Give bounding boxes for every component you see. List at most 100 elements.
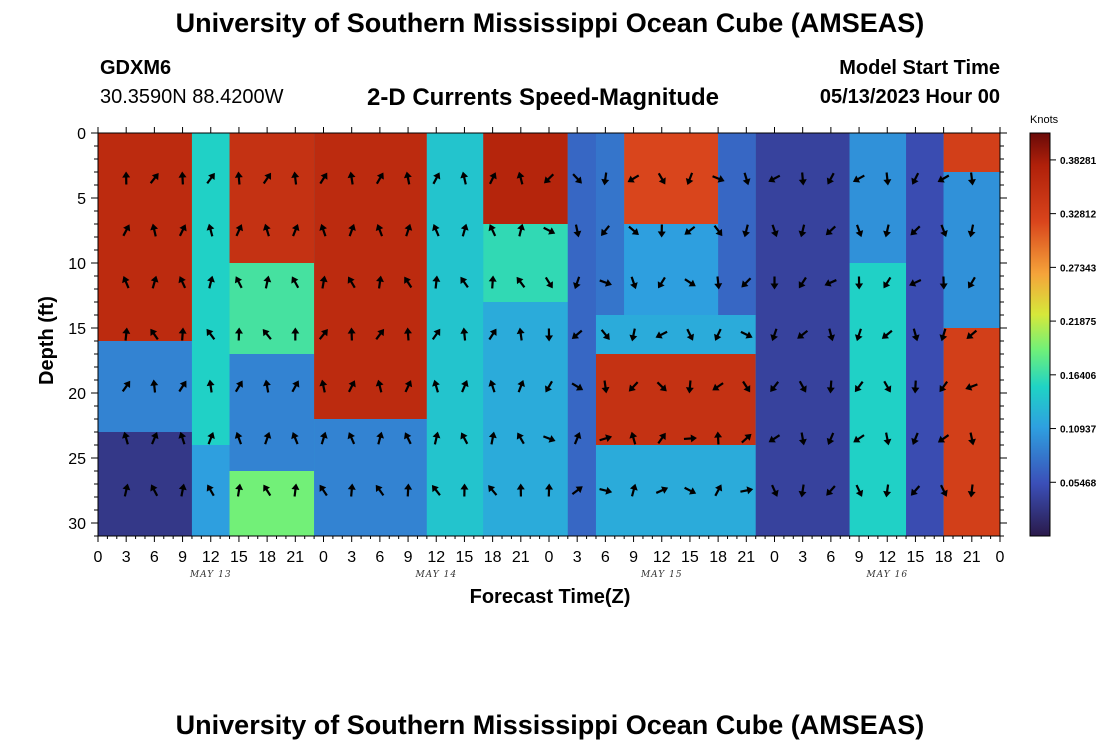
current-arrow: [234, 431, 243, 445]
current-arrow: [460, 276, 469, 289]
current-arrow: [573, 432, 582, 445]
current-arrow: [291, 432, 299, 445]
current-arrow: [655, 486, 669, 494]
current-arrow: [488, 275, 497, 289]
heatmap-cell: [849, 133, 907, 263]
current-arrow: [376, 275, 384, 289]
current-arrow: [404, 483, 413, 497]
current-arrow: [319, 275, 328, 289]
current-arrow: [517, 223, 525, 237]
current-arrow: [178, 431, 187, 445]
station-coords: 30.3590N 88.4200W: [100, 86, 284, 108]
date-label: MAY 15: [640, 570, 683, 580]
current-arrow: [234, 276, 243, 289]
current-arrow: [488, 224, 497, 237]
current-arrow: [319, 223, 327, 237]
current-arrow: [263, 379, 271, 393]
current-arrow: [601, 380, 610, 394]
current-arrow: [712, 382, 724, 391]
date-label: MAY 14: [415, 570, 458, 580]
heatmap-cell: [98, 341, 192, 432]
x-tick-label: 21: [737, 549, 755, 566]
current-arrow: [686, 328, 694, 341]
x-tick-label: 3: [573, 549, 582, 566]
current-arrow: [291, 276, 300, 289]
current-arrow: [573, 224, 582, 238]
current-arrow: [516, 276, 526, 288]
current-arrow: [883, 432, 892, 446]
x-tick-label: 3: [798, 549, 807, 566]
current-arrow: [968, 432, 976, 446]
x-tick-label: 3: [347, 549, 356, 566]
heatmap-cell: [229, 133, 315, 263]
current-arrow: [967, 224, 976, 238]
current-arrow: [657, 224, 666, 238]
current-arrow: [601, 172, 610, 186]
current-arrow: [629, 328, 638, 342]
x-tick-label: 18: [709, 549, 727, 566]
current-arrow: [883, 172, 892, 186]
x-tick-label: 12: [653, 549, 671, 566]
current-arrow: [883, 224, 891, 238]
current-arrow: [881, 329, 893, 339]
current-arrow: [488, 328, 497, 341]
current-arrow: [375, 223, 384, 237]
chart-subtitle: 2-D Currents Speed-Magnitude: [367, 84, 720, 111]
current-arrow: [798, 432, 807, 446]
current-arrow: [207, 431, 215, 445]
current-arrow: [263, 275, 272, 289]
current-arrow: [516, 327, 525, 341]
x-tick-label: 9: [404, 549, 413, 566]
x-tick-label: 15: [456, 549, 474, 566]
x-tick-label: 15: [907, 549, 925, 566]
model-start-value: 05/13/2023 Hour 00: [819, 86, 1000, 108]
date-label: MAY 13: [189, 570, 232, 580]
current-arrow: [937, 174, 950, 183]
current-arrow: [545, 380, 553, 393]
x-tick-label: 6: [826, 549, 835, 566]
current-arrow: [460, 432, 469, 445]
current-arrow: [234, 171, 243, 185]
current-arrow: [178, 327, 187, 341]
current-arrow: [713, 225, 723, 237]
heatmap-cell: [314, 419, 427, 536]
current-arrow: [855, 224, 864, 238]
model-start-label: Model Start Time: [839, 57, 1000, 79]
current-arrow: [741, 277, 752, 288]
current-arrow: [545, 328, 554, 342]
current-arrow: [571, 329, 583, 339]
x-tick-label: 12: [878, 549, 896, 566]
x-tick-label: 9: [629, 549, 638, 566]
current-arrow: [150, 379, 159, 393]
x-tick-label: 15: [230, 549, 248, 566]
current-arrow: [404, 432, 412, 445]
y-tick-label: 5: [77, 191, 86, 208]
x-tick-label: 18: [258, 549, 276, 566]
current-arrow: [544, 276, 553, 289]
current-arrow: [770, 328, 778, 342]
colorbar-ticks: 0.05468 0.10937 0.16406 0.21875 0.27343 0.328…: [1050, 156, 1097, 489]
heatmap-cell: [567, 133, 596, 536]
footer-title: University of Southern Mississippi Ocean…: [175, 710, 925, 740]
current-arrow: [404, 276, 413, 289]
x-tick-label: 21: [963, 549, 981, 566]
current-arrow: [432, 224, 440, 237]
heatmap-cell: [624, 224, 719, 315]
current-arrow: [883, 276, 892, 289]
current-arrow: [684, 486, 697, 495]
current-arrow: [149, 172, 159, 184]
current-arrow: [543, 173, 555, 184]
date-label: MAY 16: [866, 570, 909, 580]
current-arrow: [206, 172, 215, 185]
heatmap-cell: [943, 133, 1000, 172]
heatmap-cell: [595, 133, 625, 315]
heatmap-cell: [98, 432, 192, 536]
current-arrow: [516, 483, 525, 497]
current-arrow: [798, 380, 807, 393]
current-arrow: [939, 328, 948, 342]
current-arrow: [827, 328, 835, 342]
current-arrow: [826, 485, 836, 496]
current-arrow: [826, 172, 835, 185]
current-arrow: [684, 225, 696, 235]
current-arrow: [375, 484, 385, 497]
